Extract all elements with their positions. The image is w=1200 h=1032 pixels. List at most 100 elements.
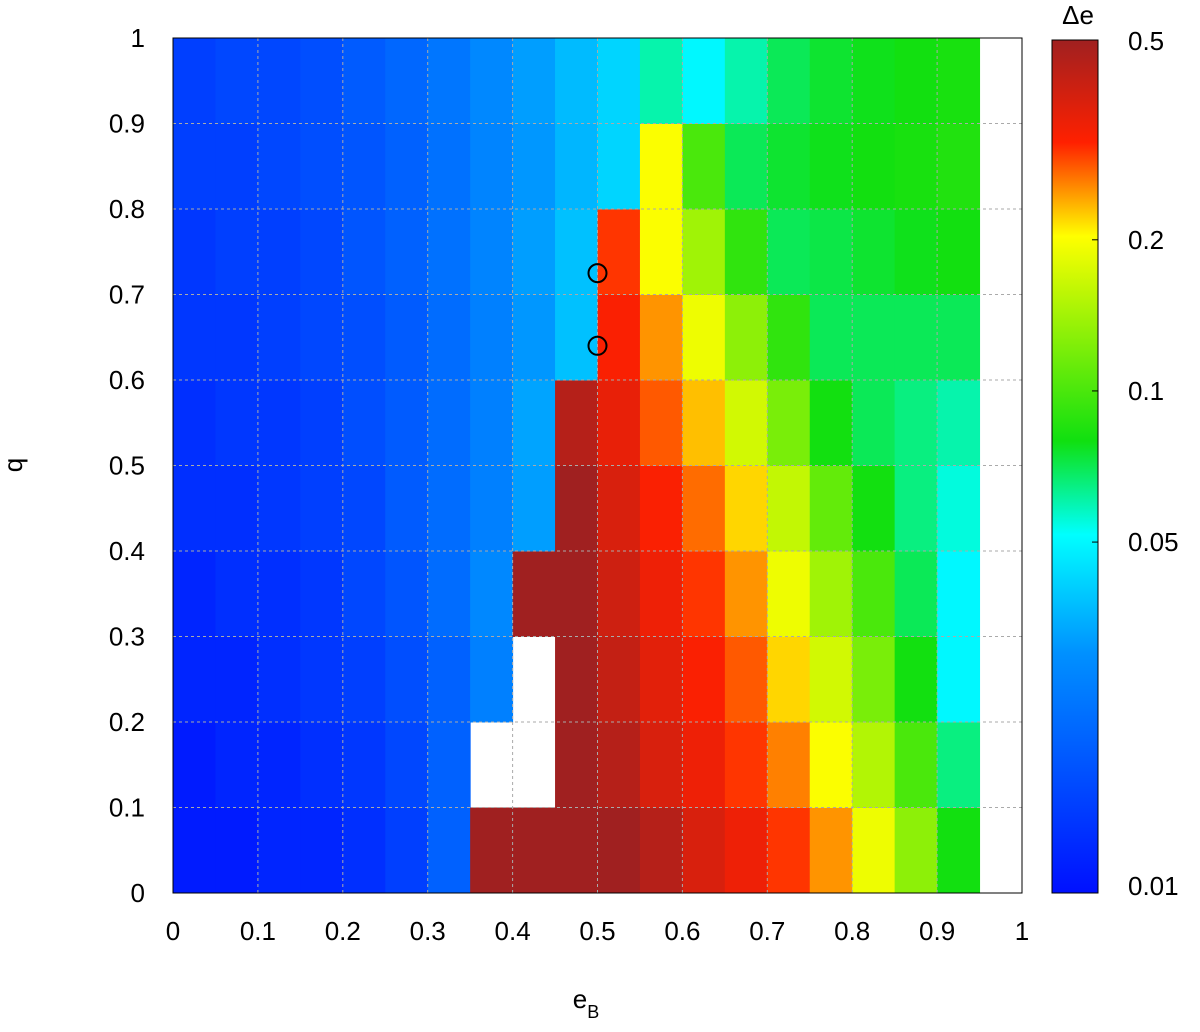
heatmap-cell	[470, 465, 514, 552]
heatmap-cell	[639, 722, 683, 808]
heatmap-cell	[257, 294, 301, 381]
heatmap-cell	[809, 722, 853, 808]
heatmap-cell	[852, 722, 896, 808]
heatmap-cell	[215, 209, 259, 295]
heatmap-cell	[257, 465, 301, 552]
heatmap-cell	[470, 38, 514, 124]
heatmap-cell	[300, 722, 344, 808]
heatmap-cell	[342, 209, 386, 295]
heatmap-cell	[300, 123, 344, 210]
heatmap-cell	[385, 38, 429, 124]
heatmap-cell	[470, 551, 514, 637]
heatmap-cell	[639, 294, 683, 381]
heatmap-cell	[894, 380, 938, 466]
x-tick-label: 0.3	[410, 916, 446, 946]
heatmap-cell	[894, 551, 938, 637]
x-tick-label: 0	[166, 916, 180, 946]
heatmap-cell	[555, 551, 598, 637]
heatmap-cell	[809, 551, 853, 637]
heatmap-cell	[555, 123, 598, 210]
heatmap-cell	[470, 807, 514, 894]
heatmap-cell	[385, 209, 429, 295]
heatmap-cell	[385, 294, 429, 381]
x-tick-label: 0.1	[240, 916, 276, 946]
heatmap-cell	[512, 123, 556, 210]
heatmap-cell	[809, 209, 853, 295]
heatmap-cell	[427, 38, 471, 124]
y-tick-label: 0.1	[109, 793, 145, 823]
heatmap-cell	[724, 294, 768, 381]
heatmap-cell	[894, 722, 938, 808]
y-tick-label: 0.2	[109, 707, 145, 737]
heatmap-cell	[512, 807, 556, 894]
x-tick-label: 0.7	[749, 916, 785, 946]
heatmap-cell	[809, 380, 853, 466]
heatmap-cell	[852, 209, 896, 295]
heatmap-cell	[724, 722, 768, 808]
heatmap-cell	[767, 38, 811, 124]
heatmap-cell	[385, 551, 429, 637]
heatmap-cell	[639, 551, 683, 637]
heatmap-cell	[809, 636, 853, 723]
heatmap-cell	[427, 807, 471, 894]
colorbar-tick-label: 0.2	[1128, 225, 1164, 255]
heatmap-cell	[724, 38, 768, 124]
heatmap-cell	[555, 465, 598, 552]
heatmap-cell	[215, 722, 259, 808]
heatmap-cell	[257, 38, 301, 124]
x-axis-label: eB	[573, 984, 599, 1022]
heatmap-cell	[427, 380, 471, 466]
heatmap-cell	[852, 465, 896, 552]
heatmap-cell	[724, 380, 768, 466]
colorbar-tick-label: 0.05	[1128, 527, 1179, 557]
heatmap-cell	[173, 722, 216, 808]
heatmap-cell	[597, 465, 641, 552]
heatmap-cell	[597, 123, 641, 210]
heatmap-cell	[682, 38, 726, 124]
colorbar-label: Δe	[1062, 0, 1094, 30]
heatmap-cell	[427, 209, 471, 295]
heatmap-cell	[385, 807, 429, 894]
heatmap-cell	[215, 807, 259, 894]
heatmap-cell	[639, 380, 683, 466]
heatmap-cell	[555, 209, 598, 295]
heatmap-cell	[852, 38, 896, 124]
heatmap-cell	[427, 123, 471, 210]
heatmap-cell	[215, 380, 259, 466]
heatmap-cell	[512, 551, 556, 637]
y-tick-label: 0.4	[109, 536, 145, 566]
y-tick-label: 0.7	[109, 280, 145, 310]
heatmap-cell	[342, 294, 386, 381]
heatmap-cell	[639, 807, 683, 894]
heatmap-cell	[173, 807, 216, 894]
heatmap-cell	[512, 380, 556, 466]
heatmap-cell	[852, 294, 896, 381]
heatmap-cell	[894, 807, 938, 894]
heatmap-cell	[555, 807, 598, 894]
heatmap-cell	[809, 465, 853, 552]
heatmap-cell	[937, 807, 981, 894]
heatmap-cell	[215, 551, 259, 637]
heatmap-cell	[173, 38, 216, 124]
heatmap-cell	[257, 722, 301, 808]
heatmap-cell	[555, 38, 598, 124]
colorbar	[1051, 39, 1099, 894]
y-tick-label: 0.3	[109, 622, 145, 652]
heatmap-cell	[597, 722, 641, 808]
heatmap-cell	[937, 722, 981, 808]
heatmap-cell	[300, 209, 344, 295]
heatmap-cell	[937, 294, 981, 381]
heatmap-cell	[512, 38, 556, 124]
heatmap-cell	[512, 294, 556, 381]
heatmap-cell	[300, 380, 344, 466]
heatmap-cell	[257, 636, 301, 723]
heatmap-cell	[809, 38, 853, 124]
heatmap-cell	[852, 807, 896, 894]
heatmap-cell	[257, 551, 301, 637]
heatmap-cell	[385, 636, 429, 723]
x-axis-label-main: e	[573, 984, 587, 1014]
heatmap-cell	[852, 380, 896, 466]
y-tick-label: 0.5	[109, 451, 145, 481]
heatmap-cell	[427, 294, 471, 381]
heatmap-cell	[173, 465, 216, 552]
